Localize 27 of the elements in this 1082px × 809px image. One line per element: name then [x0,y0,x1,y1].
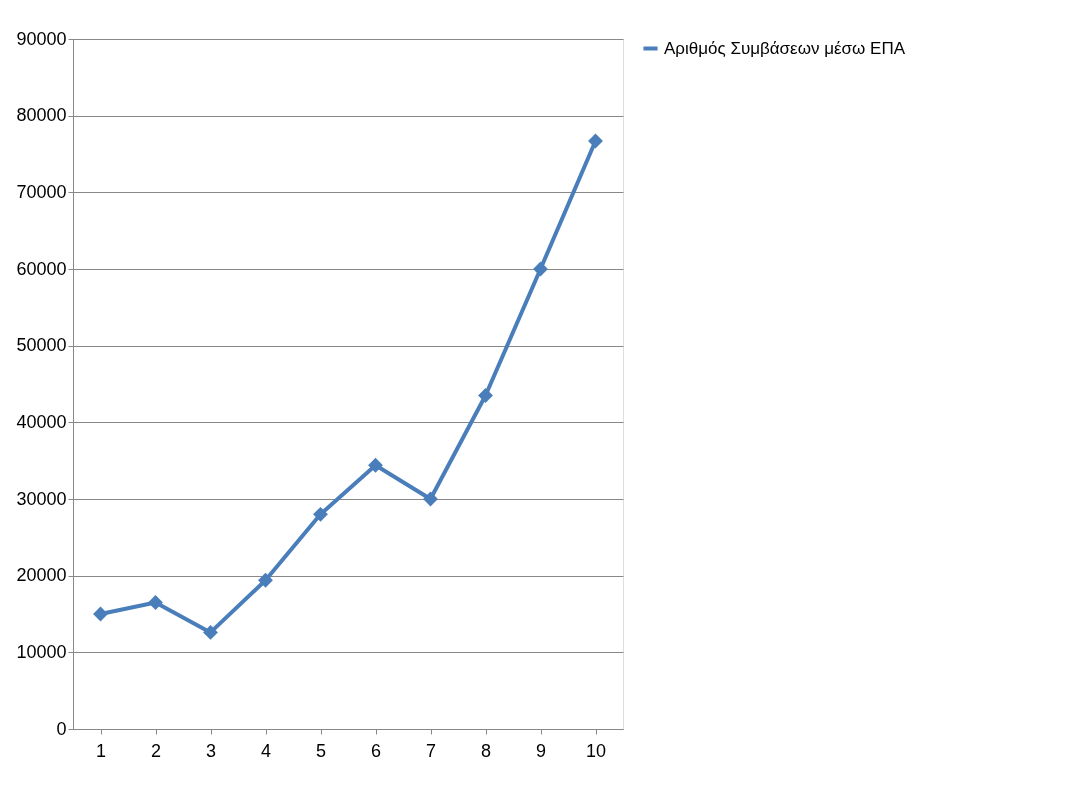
x-tick-label: 2 [150,740,162,761]
x-tick-label: 5 [315,740,327,761]
x-tick-label: 9 [535,740,547,761]
y-tick-label: 70000 [16,181,67,202]
y-tick-label: 90000 [16,28,67,49]
point [478,388,493,403]
point [313,506,328,522]
y-tick-label: 50000 [16,335,67,356]
y-tick-label: 40000 [16,411,67,432]
point [258,572,273,588]
x-tick-label: 4 [260,740,272,761]
y-tick-label: 10000 [16,641,67,662]
x-tick-label: 3 [205,740,217,761]
point [368,457,383,473]
y-tick-label: 30000 [16,488,67,509]
point [203,624,218,640]
x-tick-label: 10 [585,740,607,761]
x-tick-label: 7 [425,740,437,761]
legend-label: Αριθμός Συμβάσεων μέσω ΕΠΑ [664,38,906,58]
x-tick-label: 6 [370,740,382,761]
y-tick-label: 60000 [16,258,67,279]
y-tick-label: 80000 [16,105,67,126]
y-tick-label: 0 [56,718,67,739]
x-tick-label: 1 [95,740,107,761]
y-tick-label: 20000 [16,565,67,586]
point [148,595,163,610]
x-tick-label: 8 [480,740,492,761]
